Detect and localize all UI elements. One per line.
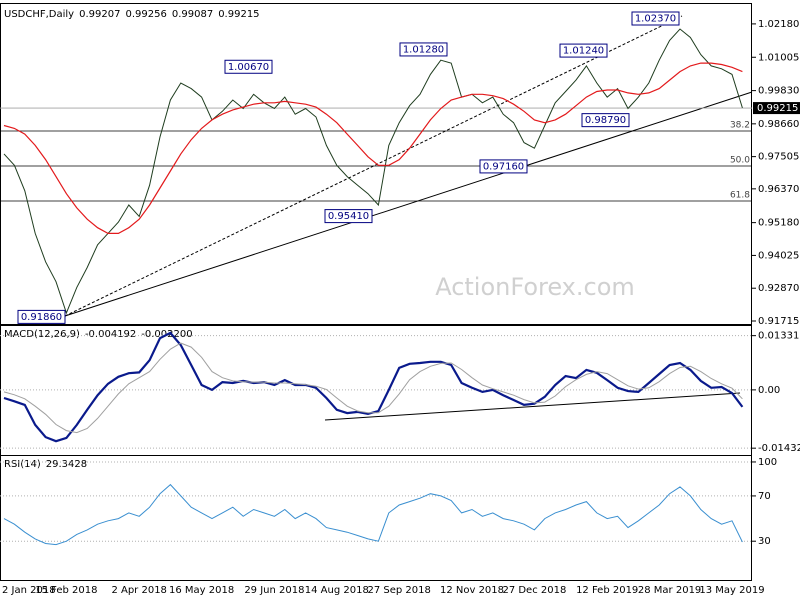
annotation-label: 0.97160 [483, 161, 524, 172]
y-tick-label: 1.02180 [758, 19, 799, 30]
y-tick-label: 70 [758, 491, 771, 502]
last-price-box [753, 102, 800, 115]
annotation-box [17, 309, 66, 324]
readout-value: -0.004192 [85, 329, 136, 340]
annotation-box [479, 159, 528, 174]
series-line [3, 28, 743, 315]
annotation-box [631, 11, 680, 26]
price-frame [0, 3, 752, 325]
series-line [3, 342, 743, 434]
annotation-box [324, 209, 373, 224]
last-price-label: 0.99215 [757, 103, 798, 114]
y-tick-label: 0.92870 [758, 283, 799, 294]
y-tick-label: 0.99830 [758, 86, 799, 97]
x-tick-label: 2 Apr 2018 [111, 585, 166, 596]
annotation-label: 0.98790 [585, 115, 626, 126]
x-tick-label: 29 Jun 2018 [244, 585, 304, 596]
channel-line [64, 15, 683, 317]
x-tick-label: 16 May 2018 [169, 585, 234, 596]
title: RSI(14) [4, 459, 41, 470]
y-tick-label: 100 [758, 457, 777, 468]
x-tick-label: 2 Jan 2018 [2, 585, 56, 596]
y-tick-label: 0.97505 [758, 152, 799, 163]
readout-value: 0.99087 [172, 9, 213, 20]
readout-value: 0.99215 [218, 9, 259, 20]
y-tick-label: 0.00 [758, 385, 780, 396]
title: USDCHF,Daily [4, 9, 74, 20]
y-tick-label: 0.96370 [758, 184, 799, 195]
annotation-box [581, 113, 630, 128]
annotation-label: 0.91860 [21, 312, 62, 323]
level-label: 38.2 [730, 121, 750, 131]
y-tick-label: 0.94025 [758, 250, 799, 261]
annotation-box [399, 42, 448, 57]
readout-value: 29.3428 [46, 459, 87, 470]
level-label: 61.8 [730, 190, 750, 200]
y-tick-label: 0.98660 [758, 119, 799, 130]
y-tick-label: 0.013319 [758, 331, 800, 342]
x-tick-label: 14 Aug 2018 [305, 585, 369, 596]
panel-title: USDCHF,Daily 0.99207 0.99256 0.99087 0.99215 [4, 9, 260, 20]
annotation-box [559, 43, 608, 58]
annotation-label: 1.00670 [228, 62, 269, 73]
panel-title: MACD(12,26,9) -0.004192 -0.002200 [4, 329, 193, 340]
annotation-label: 0.95410 [328, 211, 369, 222]
frames [0, 3, 752, 581]
y-tick-label: -0.014323 [758, 443, 800, 454]
x-tick-label: 27 Dec 2018 [502, 585, 566, 596]
y-tick-label: 0.91715 [758, 316, 799, 327]
annotation-label: 1.02370 [635, 14, 676, 25]
series-line [3, 62, 743, 234]
x-tick-label: 28 Mar 2019 [638, 585, 701, 596]
trend-line [64, 91, 753, 317]
title: MACD(12,26,9) [4, 329, 80, 340]
x-tick-label: 15 Feb 2018 [35, 585, 97, 596]
readout-value: 0.99256 [125, 9, 166, 20]
annotation-label: 1.01280 [403, 44, 444, 55]
rsi-frame [0, 455, 752, 581]
series-line [3, 483, 743, 546]
x-tick-label: 27 Sep 2018 [368, 585, 431, 596]
y-tick-label: 0.95180 [758, 218, 799, 229]
macd-trend-line [324, 392, 741, 421]
x-tick-label: 13 May 2019 [699, 585, 764, 596]
annotation-box [224, 59, 273, 74]
annotation-label: 1.01240 [563, 46, 604, 57]
readout-value: 0.99207 [79, 9, 120, 20]
y-tick-label: 1.01005 [758, 52, 799, 63]
y-tick-label: 30 [758, 536, 771, 547]
watermark: ActionForex.com [435, 273, 635, 301]
panel-title: RSI(14) 29.3428 [4, 459, 87, 470]
x-tick-label: 12 Feb 2019 [576, 585, 638, 596]
x-tick-label: 12 Nov 2018 [440, 585, 504, 596]
level-label: 50.0 [730, 155, 750, 165]
